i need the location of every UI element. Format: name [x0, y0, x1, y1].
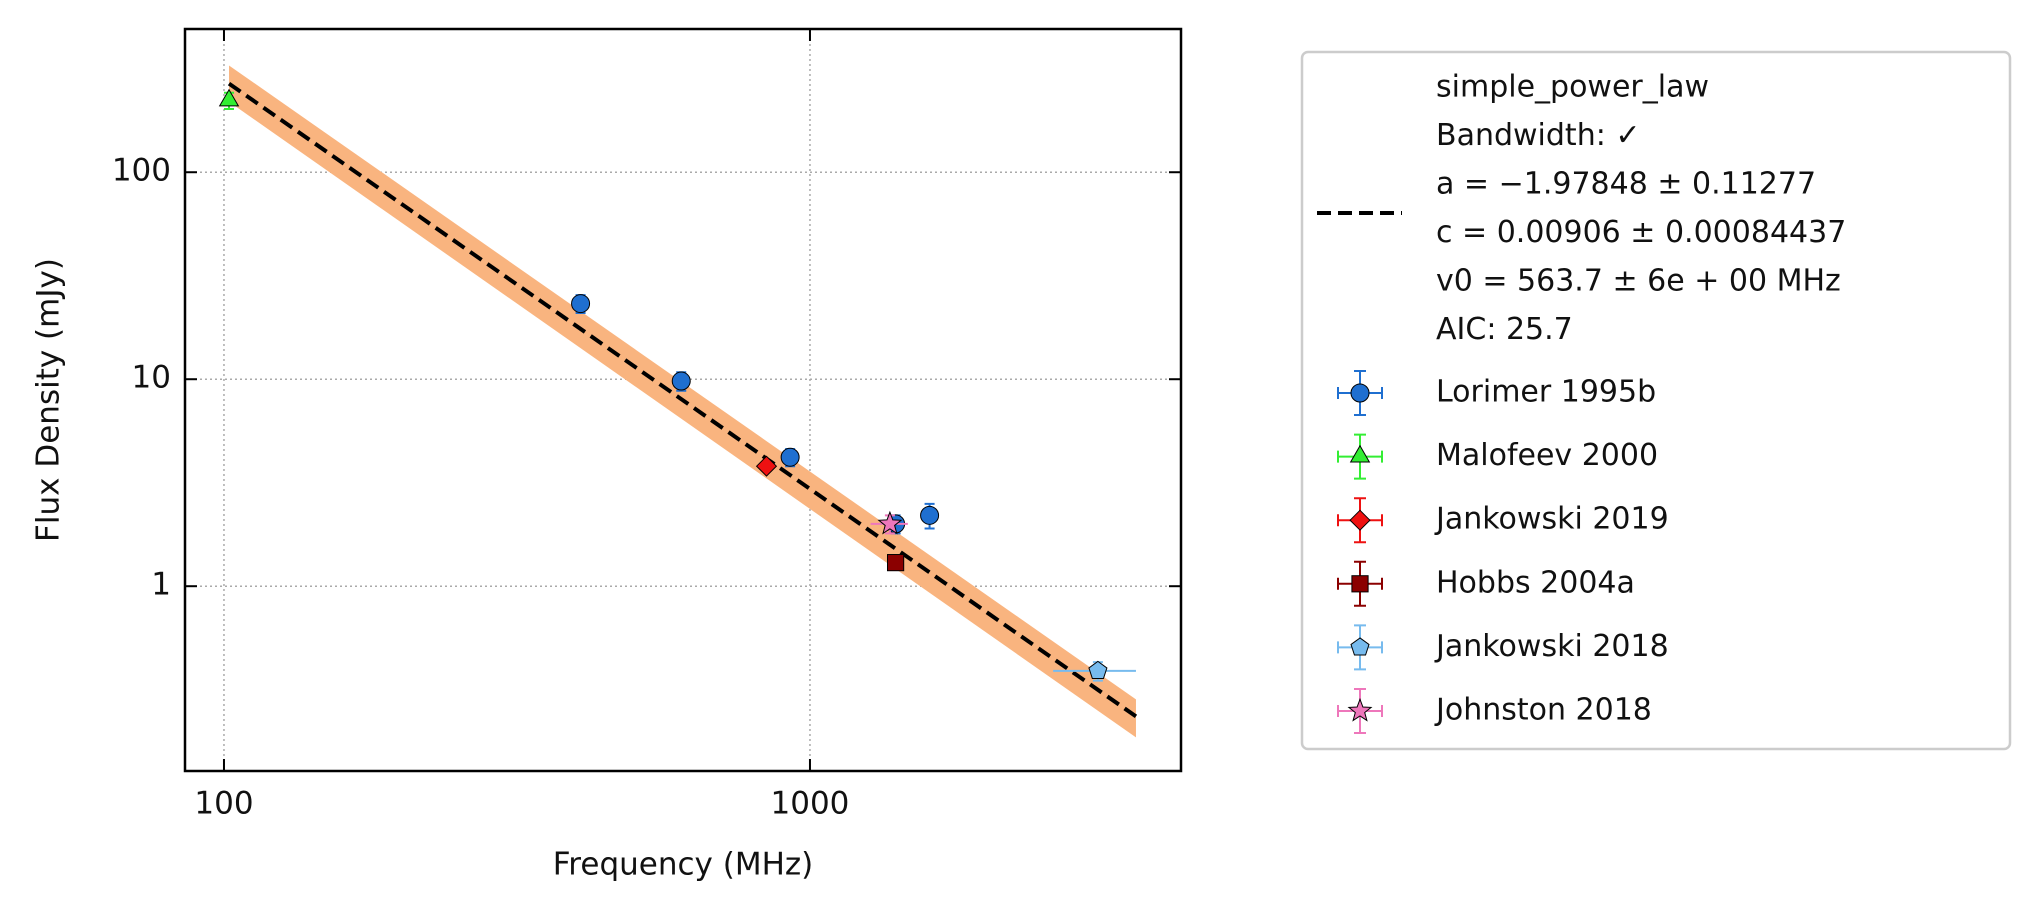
data-point	[755, 455, 778, 477]
data-point	[218, 88, 240, 107]
x-tick-label: 100	[194, 786, 253, 822]
legend-marker	[1351, 575, 1369, 593]
data-point	[877, 510, 903, 535]
legend-marker	[1347, 697, 1373, 722]
y-axis-title: Flux Density (mJy)	[31, 258, 67, 542]
legend-label: Johnston 2018	[1434, 693, 1652, 728]
data-point	[920, 505, 940, 525]
legend-marker	[1349, 509, 1371, 531]
fit-line	[227, 81, 1138, 719]
x-axis-title: Frequency (MHz)	[553, 847, 814, 883]
y-tick-label: 1	[151, 567, 171, 603]
y-tick-label: 100	[112, 153, 171, 189]
legend-fit-text: AIC: 25.7	[1436, 312, 1573, 347]
legend-label: Hobbs 2004a	[1436, 565, 1635, 600]
legend-label: Jankowski 2019	[1434, 502, 1669, 537]
legend-fit-text: Bandwidth: ✓	[1436, 118, 1641, 153]
legend-box	[1300, 50, 2012, 751]
plot-frame	[183, 27, 1183, 773]
legend-label: Malofeev 2000	[1436, 438, 1658, 473]
data-point	[671, 371, 691, 391]
legend-fit-text: c = 0.00906 ± 0.00084437	[1436, 215, 1846, 250]
legend-marker	[1349, 444, 1371, 463]
legend-marker	[1350, 383, 1370, 403]
y-tick-label: 10	[132, 360, 171, 396]
legend-marker	[1350, 637, 1370, 656]
legend-label: Jankowski 2018	[1434, 629, 1669, 664]
legend-fit-text: a = −1.97848 ± 0.11277	[1436, 167, 1816, 202]
legend-label: Lorimer 1995b	[1436, 375, 1656, 410]
legend: simple_power_law Bandwidth: ✓ a = −1.97848…	[1300, 50, 2012, 751]
x-tick-label: 1000	[771, 786, 850, 822]
legend-fit-text: v0 = 563.7 ± 6e + 00 MHz	[1436, 264, 1841, 299]
data-point	[780, 447, 800, 467]
data-point	[571, 294, 591, 314]
legend-fit-text: simple_power_law	[1436, 70, 1709, 105]
data-point	[886, 554, 905, 572]
data-point	[1088, 660, 1108, 679]
